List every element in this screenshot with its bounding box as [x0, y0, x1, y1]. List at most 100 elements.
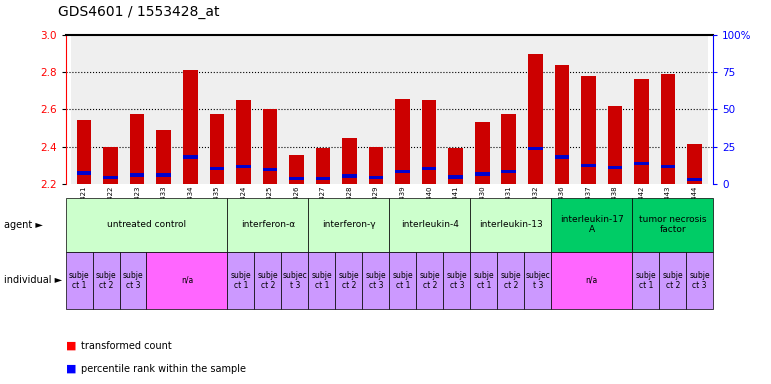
Bar [130, 114, 144, 184]
Bar [363, 35, 389, 184]
Bar [289, 155, 304, 184]
Text: transformed count: transformed count [81, 341, 172, 351]
Text: n/a: n/a [181, 276, 193, 285]
Bar [204, 35, 230, 184]
Bar [475, 172, 490, 176]
Bar [150, 35, 177, 184]
Text: subje
ct 2: subje ct 2 [258, 271, 278, 290]
Text: subje
ct 1: subje ct 1 [69, 271, 89, 290]
Bar [528, 54, 543, 184]
Bar [183, 70, 197, 184]
Text: ■: ■ [66, 364, 76, 374]
Bar [97, 35, 124, 184]
Bar [210, 114, 224, 184]
Bar [342, 139, 357, 184]
Bar [608, 106, 622, 184]
Text: agent ►: agent ► [4, 220, 42, 230]
Bar [77, 120, 92, 184]
Text: GDS4601 / 1553428_at: GDS4601 / 1553428_at [58, 5, 219, 19]
Bar [416, 35, 443, 184]
Bar [575, 35, 601, 184]
Bar [554, 65, 569, 184]
Text: subje
ct 3: subje ct 3 [365, 271, 386, 290]
Text: percentile rank within the sample: percentile rank within the sample [81, 364, 246, 374]
Text: subje
ct 1: subje ct 1 [473, 271, 494, 290]
Bar [389, 35, 416, 184]
Bar [230, 35, 257, 184]
Bar [682, 35, 708, 184]
Bar [687, 178, 702, 181]
Bar [661, 74, 675, 184]
Text: subje
ct 1: subje ct 1 [392, 271, 413, 290]
Bar [289, 177, 304, 180]
Bar [77, 171, 92, 175]
Bar [124, 35, 150, 184]
Text: interleukin-17
A: interleukin-17 A [560, 215, 624, 234]
Bar [661, 165, 675, 168]
Bar [449, 175, 463, 179]
Text: subje
ct 2: subje ct 2 [96, 271, 116, 290]
Bar [396, 99, 410, 184]
Text: subje
ct 3: subje ct 3 [123, 271, 143, 290]
Bar [522, 35, 549, 184]
Bar [687, 144, 702, 184]
Bar [236, 165, 251, 168]
Bar [601, 35, 628, 184]
Text: individual ►: individual ► [4, 275, 62, 285]
Bar [581, 164, 596, 167]
Text: subje
ct 1: subje ct 1 [635, 271, 656, 290]
Bar [310, 35, 336, 184]
Bar [635, 162, 649, 166]
Bar [501, 114, 516, 184]
Bar [283, 35, 310, 184]
Bar [449, 148, 463, 184]
Bar [257, 35, 283, 184]
Bar [501, 169, 516, 173]
Bar [210, 167, 224, 170]
Bar [263, 168, 278, 171]
Bar [236, 100, 251, 184]
Bar [103, 176, 118, 179]
Bar [469, 35, 496, 184]
Text: subje
ct 1: subje ct 1 [231, 271, 251, 290]
Bar [336, 35, 363, 184]
Bar [315, 148, 330, 184]
Bar [396, 169, 410, 173]
Text: interferon-α: interferon-α [241, 220, 295, 229]
Bar [581, 76, 596, 184]
Bar [528, 147, 543, 151]
Bar [315, 177, 330, 180]
Bar [496, 35, 522, 184]
Bar [422, 100, 436, 184]
Text: n/a: n/a [586, 276, 598, 285]
Text: ■: ■ [66, 341, 76, 351]
Bar [177, 35, 204, 184]
Bar [369, 147, 383, 184]
Bar [443, 35, 469, 184]
Bar [554, 156, 569, 159]
Bar [157, 130, 171, 184]
Bar [71, 35, 97, 184]
Text: subje
ct 2: subje ct 2 [338, 271, 359, 290]
Text: interferon-γ: interferon-γ [322, 220, 375, 229]
Text: subjec
t 3: subjec t 3 [525, 271, 550, 290]
Text: subje
ct 3: subje ct 3 [446, 271, 467, 290]
Bar [475, 122, 490, 184]
Text: interleukin-4: interleukin-4 [401, 220, 459, 229]
Bar [422, 167, 436, 170]
Text: subjec
t 3: subjec t 3 [282, 271, 308, 290]
Text: tumor necrosis
factor: tumor necrosis factor [639, 215, 706, 234]
Bar [549, 35, 575, 184]
Bar [103, 147, 118, 184]
Text: subje
ct 2: subje ct 2 [419, 271, 440, 290]
Text: subje
ct 2: subje ct 2 [500, 271, 521, 290]
Bar [342, 174, 357, 177]
Bar [655, 35, 682, 184]
Bar [635, 79, 649, 184]
Text: interleukin-13: interleukin-13 [479, 220, 543, 229]
Bar [157, 173, 171, 177]
Text: subje
ct 3: subje ct 3 [689, 271, 710, 290]
Bar [628, 35, 655, 184]
Bar [183, 156, 197, 159]
Text: subje
ct 1: subje ct 1 [311, 271, 332, 290]
